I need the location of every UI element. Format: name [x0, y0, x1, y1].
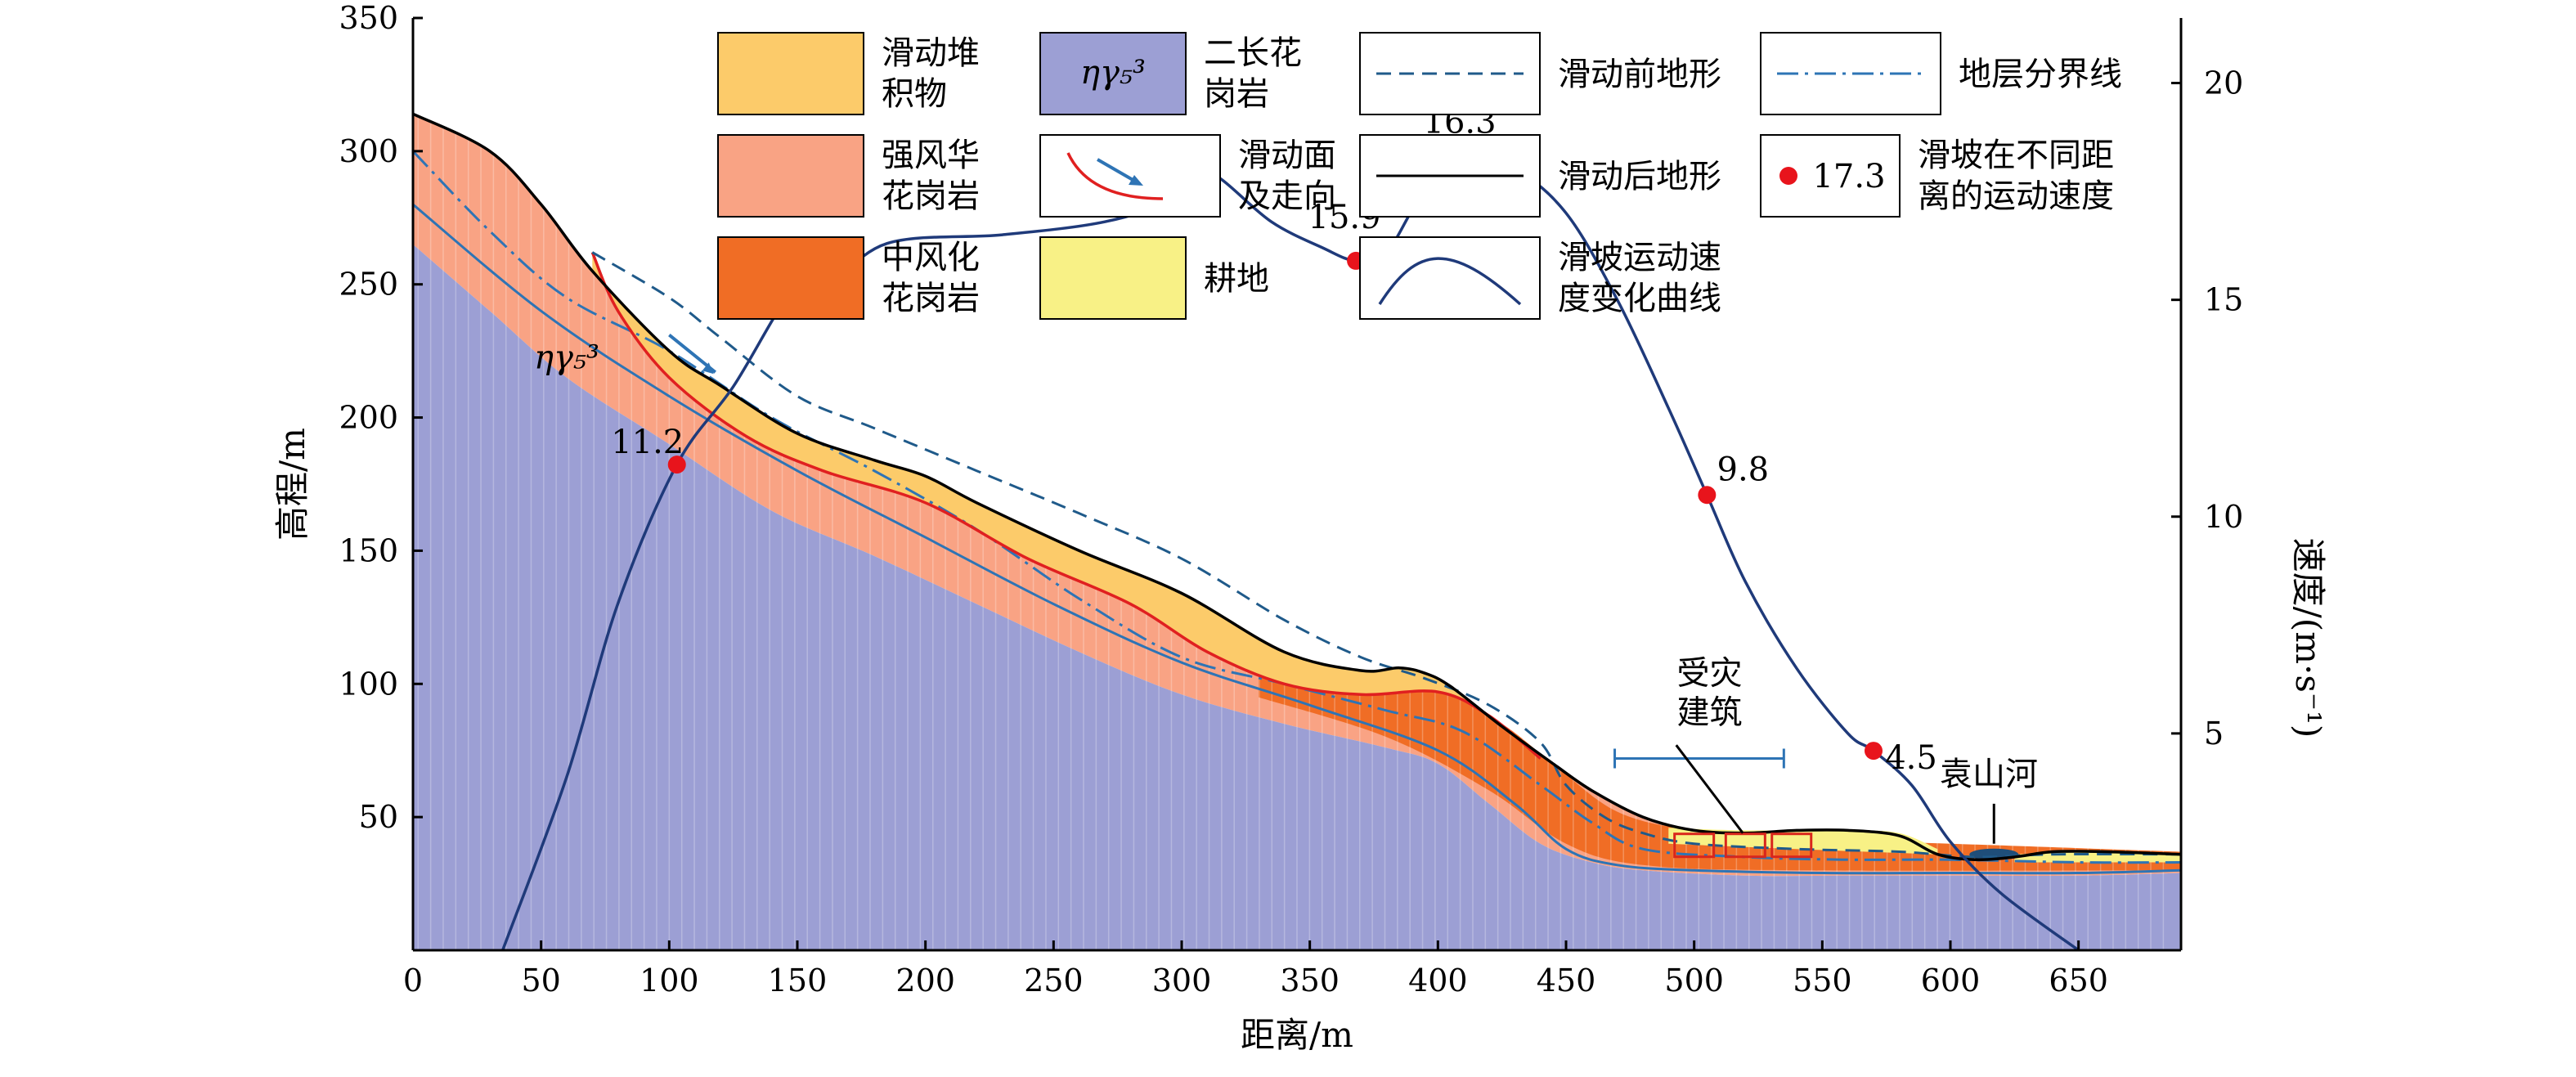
x-tick-label: 100 — [640, 963, 699, 998]
legend-label: 岗岩 — [1204, 75, 1269, 113]
x-axis-title: 距离/m — [1241, 1015, 1353, 1055]
strong-weathered-layer — [413, 114, 2181, 877]
y2-axis-title: 速度/(m·s⁻¹) — [2288, 538, 2328, 738]
legend-label: 二长花 — [1204, 34, 1302, 72]
damaged-building — [1770, 832, 1813, 859]
legend-label: 度变化曲线 — [1558, 280, 1721, 317]
legend-label: 花岗岩 — [882, 177, 980, 215]
pre-slide-terrain-line — [591, 251, 2181, 859]
river-label: 袁山河 — [1940, 756, 2038, 793]
y-tick-label: 300 — [339, 133, 398, 169]
y-tick-label: 250 — [339, 267, 398, 303]
legend-label: 滑动前地形 — [1558, 56, 1721, 93]
y-tick-label: 50 — [359, 799, 398, 835]
y2-tick-label: 10 — [2204, 499, 2243, 535]
x-tick-label: 50 — [521, 963, 560, 998]
y-tick-label: 150 — [339, 532, 398, 568]
legend-swatch — [717, 236, 864, 320]
legend-label: 滑动后地形 — [1558, 158, 1721, 195]
speed-point-label: 11.2 — [611, 424, 684, 461]
legend-swatch-symbol: ηγ₅³ — [1080, 54, 1146, 92]
damaged-building — [1724, 832, 1766, 859]
x-tick-label: 0 — [403, 963, 423, 998]
x-tick-label: 150 — [768, 963, 828, 998]
granite-layer — [413, 244, 2181, 950]
legend-item-pre-terrain: 滑动前地形 — [1359, 32, 1721, 115]
damaged-building-label: 受灾 — [1676, 654, 1742, 692]
profile-lines — [413, 112, 2181, 875]
legend-label: 中风化 — [882, 239, 980, 276]
legend-label: 滑坡运动速 — [1558, 239, 1721, 276]
legend-label: 滑坡在不同距 — [1918, 137, 2114, 174]
granite-symbol-label: ηγ₅³ — [534, 339, 599, 376]
legend-swatch — [1039, 236, 1187, 320]
legend-label: 及走向 — [1238, 177, 1336, 215]
y2-tick-label: 5 — [2204, 716, 2224, 752]
x-tick-label: 350 — [1280, 963, 1340, 998]
x-tick-label: 550 — [1793, 963, 1852, 998]
speed-point — [1865, 742, 1883, 761]
legend-swatch-dot — [1779, 167, 1797, 185]
legend-label: 滑动堆 — [882, 34, 980, 72]
x-tick-label: 500 — [1664, 963, 1724, 998]
x-tick-label: 400 — [1408, 963, 1468, 998]
legend-label: 地层分界线 — [1959, 56, 2122, 93]
granite-texture — [417, 71, 2165, 950]
y-axis-title: 高程/m — [272, 428, 312, 541]
y2-tick-label: 15 — [2204, 282, 2243, 318]
x-tick-label: 200 — [895, 963, 955, 998]
damaged-building — [1673, 832, 1716, 859]
legend-label: 强风华 — [882, 137, 980, 174]
legend-swatch-curve — [1066, 152, 1164, 200]
speed-point-label: 4.5 — [1885, 739, 1937, 777]
x-tick-label: 600 — [1921, 963, 1981, 998]
legend-label: 滑动面 — [1238, 137, 1336, 174]
slip-surface-line — [590, 251, 1542, 760]
medium-weathered-layer — [1259, 657, 2181, 871]
x-tick-label: 450 — [1537, 963, 1596, 998]
legend-swatch — [717, 32, 864, 115]
legend-swatch-arrowhead — [1129, 175, 1143, 186]
legend-swatch-box — [1039, 134, 1221, 218]
legend-swatch-curve — [1378, 257, 1522, 306]
legend-label: 离的运动速度 — [1918, 177, 2114, 215]
x-tick-label: 250 — [1024, 963, 1084, 998]
legend-swatch — [1039, 32, 1187, 115]
speed-point-label: 9.8 — [1717, 451, 1770, 488]
x-tick-label: 300 — [1152, 963, 1212, 998]
stratum-boundary-lower — [413, 203, 2181, 875]
y-tick-label: 100 — [339, 666, 398, 702]
legend-label: 花岗岩 — [882, 280, 980, 317]
legend-item-post-terrain: 滑动后地形 — [1359, 134, 1721, 218]
speed-point — [1698, 486, 1717, 505]
legend-item-farmland: 耕地 — [1039, 236, 1269, 320]
slide-direction-arrowhead — [702, 362, 714, 375]
axes: 0 50 100 150 200 250 300 350 400 450 500 550 600 6505… — [272, 0, 2328, 1055]
y2-tick-label: 20 — [2204, 65, 2243, 101]
x-tick-label: 650 — [2049, 963, 2108, 998]
legend-label: 积物 — [882, 75, 947, 113]
building-leader-line — [1675, 744, 1744, 834]
damaged-building-label-2: 建筑 — [1676, 693, 1742, 731]
post-slide-terrain-line — [413, 112, 2181, 862]
y-tick-label: 200 — [339, 400, 398, 436]
legend-item-boundary: 地层分界线 — [1760, 32, 2122, 115]
legend-label: 耕地 — [1204, 260, 1269, 298]
legend-swatch-sample: 17.3 — [1812, 158, 1885, 195]
legend-swatch-box — [1359, 236, 1541, 320]
y-tick-label: 350 — [339, 0, 398, 36]
speed-point — [667, 455, 686, 474]
legend-swatch — [717, 134, 864, 218]
